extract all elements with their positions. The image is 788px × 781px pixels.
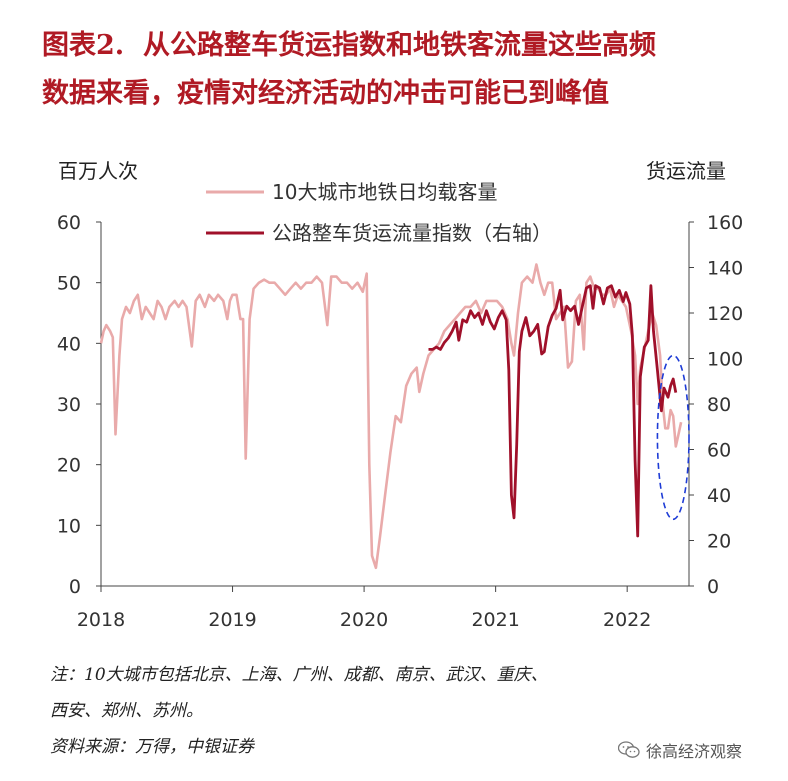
series-line-1 <box>99 263 683 570</box>
watermark: 徐高经济观察 <box>618 738 742 762</box>
x-tick-label: 2020 <box>340 609 388 631</box>
title-text-1: 从公路整车货运指数和地铁客流量这些高频 <box>143 30 656 61</box>
right-axis-title: 货运流量 <box>646 159 726 183</box>
left-tick-label: 30 <box>57 394 81 416</box>
right-tick-label: 80 <box>707 394 731 416</box>
legend-label-1: 10大城市地铁日均载客量 <box>272 180 497 204</box>
right-tick-label: 60 <box>707 440 731 462</box>
title-line-2: 数据来看，疫情对经济活动的冲击可能已到峰值 <box>42 78 609 109</box>
x-tick-label: 2021 <box>471 609 519 631</box>
right-tick-label: 120 <box>707 303 743 325</box>
left-tick-label: 50 <box>57 273 81 295</box>
chart-title: 图表2. 从公路整车货运指数和地铁客流量这些高频 数据来看，疫情对经济活动的冲击… <box>42 22 772 118</box>
right-tick-label: 40 <box>707 485 731 507</box>
left-axis-title: 百万人次 <box>58 159 138 183</box>
right-tick-label: 160 <box>707 212 743 234</box>
right-tick-label: 20 <box>707 531 731 553</box>
left-tick-label: 0 <box>69 576 81 598</box>
title-prefix: 图表2. <box>42 30 125 61</box>
legend-label-2: 公路整车货运流量指数（右轴） <box>272 221 552 245</box>
x-tick-label: 2022 <box>603 609 651 631</box>
title-line-1: 图表2. 从公路整车货运指数和地铁客流量这些高频 <box>42 22 772 70</box>
left-tick-label: 40 <box>57 333 81 355</box>
left-tick-label: 60 <box>57 212 81 234</box>
x-tick-label: 2018 <box>77 609 125 631</box>
left-tick-label: 10 <box>57 515 81 537</box>
footnote-line-2: 西安、郑州、苏州。 <box>50 701 203 721</box>
right-tick-label: 100 <box>707 349 743 371</box>
highlight-ellipse <box>656 354 690 521</box>
right-tick-label: 0 <box>707 576 719 598</box>
source-note: 资料来源：万得，中银证券 <box>50 737 254 757</box>
wechat-icon <box>618 741 640 758</box>
left-tick-label: 20 <box>57 455 81 477</box>
footnote-line-1: 注：10大城市包括北京、上海、广州、成都、南京、武汉、重庆、 <box>50 665 548 685</box>
right-tick-label: 140 <box>707 258 743 280</box>
x-tick-label: 2019 <box>208 609 256 631</box>
watermark-text: 徐高经济观察 <box>646 742 743 761</box>
series-line-2 <box>428 284 678 538</box>
